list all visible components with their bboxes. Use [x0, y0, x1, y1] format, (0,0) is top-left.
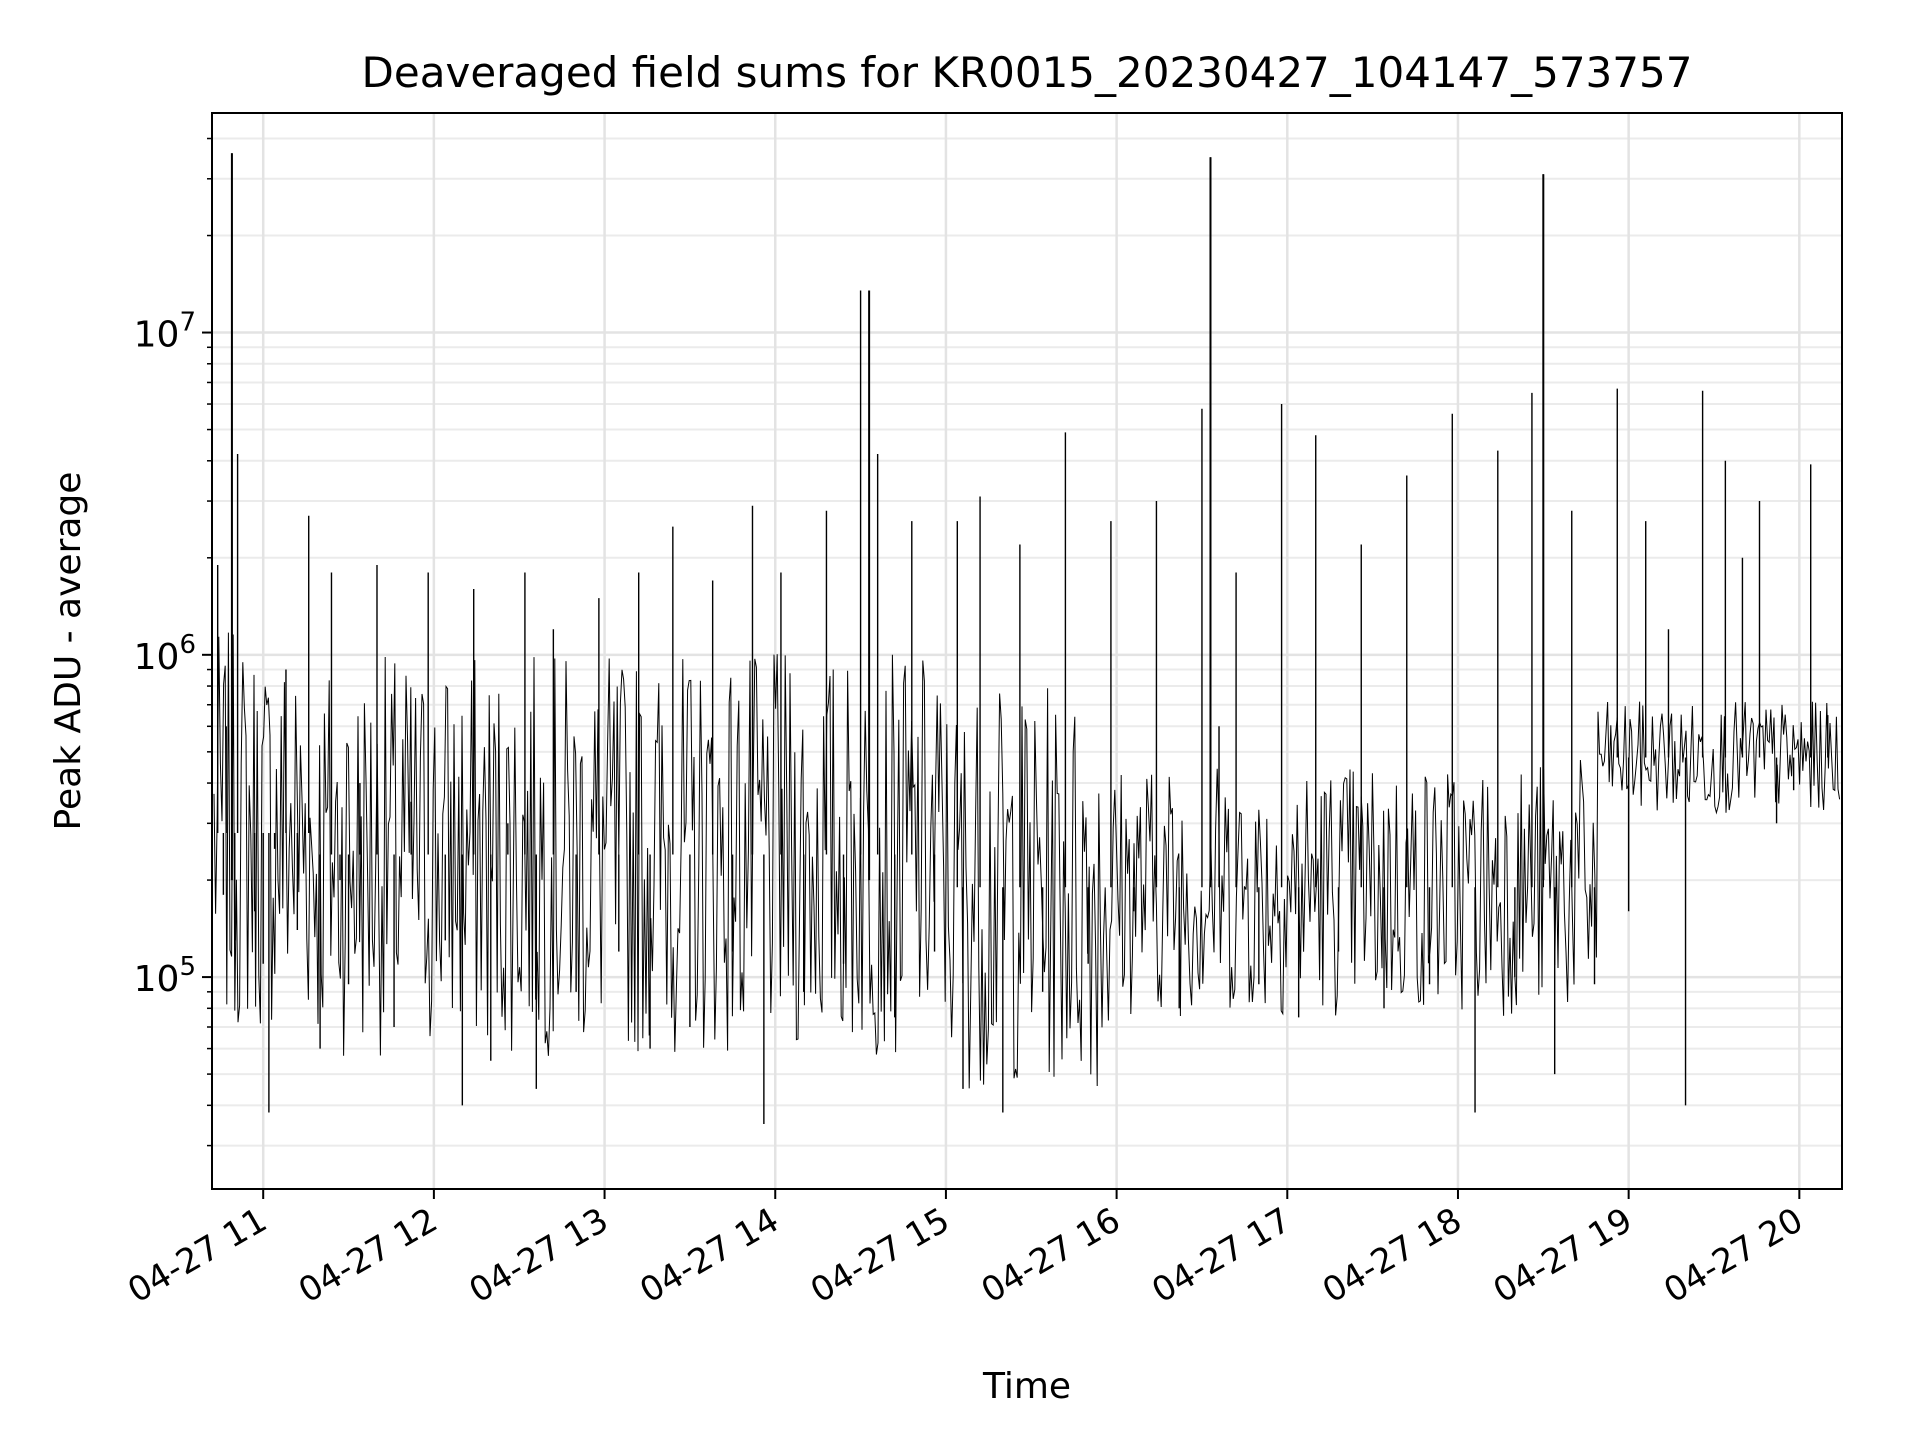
- chart-title: Deaveraged field sums for KR0015_2023042…: [362, 48, 1693, 97]
- y-axis-label: Peak ADU - average: [48, 472, 89, 831]
- x-axis-label: Time: [982, 1366, 1071, 1407]
- series-layer: [211, 153, 1843, 1125]
- y-tick-label: 107: [134, 308, 196, 356]
- y-tick-label: 106: [134, 630, 196, 678]
- y-tick-label: 105: [134, 952, 196, 1000]
- plot-frame: [211, 112, 1843, 1190]
- series-noise-line: [213, 632, 1841, 1089]
